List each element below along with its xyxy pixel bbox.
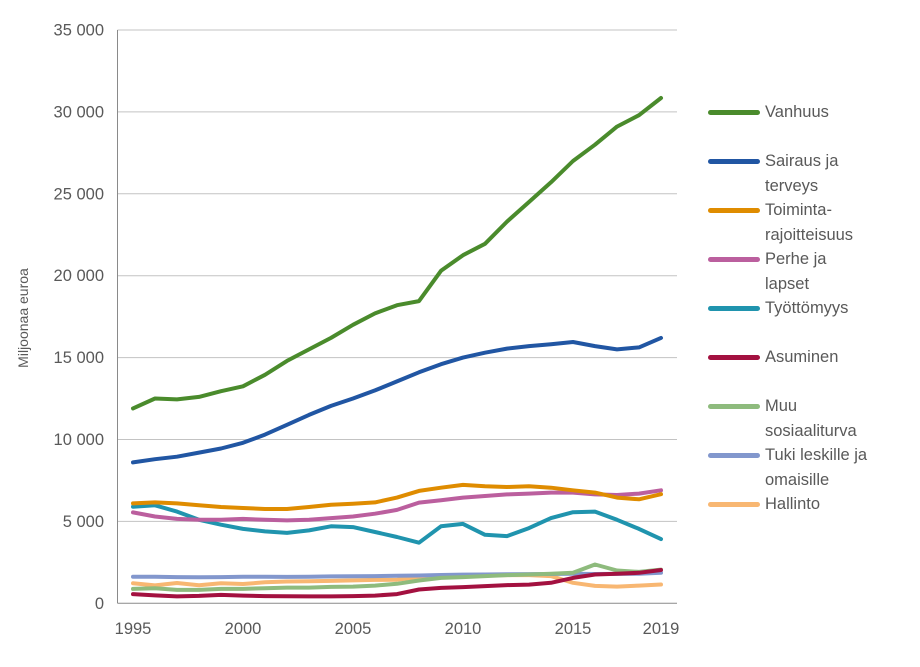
x-tick-label: 2005	[335, 620, 372, 638]
series-line-muu-sosiaaliturva	[131, 562, 663, 592]
legend-swatch	[708, 452, 760, 458]
legend-swatch	[708, 354, 760, 360]
x-tick-label: 2015	[555, 620, 592, 638]
legend-item-ty-tt-myys: Työttömyys	[708, 296, 913, 345]
legend-label: Perhe ja lapset	[765, 250, 827, 293]
legend-swatch	[708, 158, 760, 164]
x-tick-label: 2019	[643, 620, 680, 638]
legend-swatch	[708, 501, 760, 507]
series-line-hallinto	[131, 573, 663, 589]
y-axis-title: Miljoonaa euroa	[15, 268, 31, 368]
series-line-asuminen	[131, 568, 663, 599]
legend-item-toimintarajoitteisuus: Toiminta- rajoitteisuus	[708, 198, 913, 247]
legend-label: Muu sosiaaliturva	[765, 397, 857, 440]
legend-item-perhe-ja-lapset: Perhe ja lapset	[708, 247, 913, 296]
legend-label: Sairaus ja terveys	[765, 152, 839, 195]
legend-swatch	[708, 305, 760, 311]
legend-item-vanhuus: Vanhuus	[708, 100, 913, 149]
y-tick-label: 5 000	[63, 513, 104, 531]
legend-label: Vanhuus	[765, 103, 829, 121]
legend-item-sairaus-ja-terveys: Sairaus ja terveys	[708, 149, 913, 198]
y-tick-label: 20 000	[54, 267, 104, 285]
series-line-ty-tt-myys	[131, 503, 663, 545]
legend-swatch	[708, 207, 760, 213]
y-tick-label: 10 000	[54, 431, 104, 449]
y-tick-label: 15 000	[54, 349, 104, 367]
y-tick-label: 25 000	[54, 185, 104, 203]
legend-swatch	[708, 109, 760, 115]
y-tick-label: 0	[95, 595, 104, 613]
legend-item-muu-sosiaaliturva: Muu sosiaaliturva	[708, 394, 913, 443]
legend-item-hallinto: Hallinto	[708, 492, 913, 541]
series-line-toimintarajoitteisuus	[131, 482, 663, 511]
series-line-perhe-ja-lapset	[131, 488, 663, 523]
legend-label: Työttömyys	[765, 299, 849, 317]
y-tick-label: 30 000	[54, 103, 104, 121]
series-line-vanhuus	[131, 96, 663, 411]
x-tick-label: 2010	[445, 620, 482, 638]
x-tick-label: 1995	[115, 620, 152, 638]
series-line-sairaus-ja-terveys	[131, 335, 663, 465]
legend-swatch	[708, 403, 760, 409]
legend-item-asuminen: Asuminen	[708, 345, 913, 394]
legend-item-tuki-leskille-ja-omaisille: Tuki leskille ja omaisille	[708, 443, 913, 492]
chart-legend: Vanhuus Sairaus ja terveys Toiminta- rajoi…	[708, 100, 913, 541]
legend-label: Tuki leskille ja omaisille	[765, 446, 868, 489]
legend-swatch	[708, 256, 760, 262]
x-tick-label: 2000	[225, 620, 262, 638]
legend-label: Toiminta- rajoitteisuus	[765, 201, 854, 244]
legend-label: Asuminen	[765, 348, 839, 366]
y-tick-label: 35 000	[54, 22, 104, 40]
legend-label: Hallinto	[765, 495, 821, 513]
